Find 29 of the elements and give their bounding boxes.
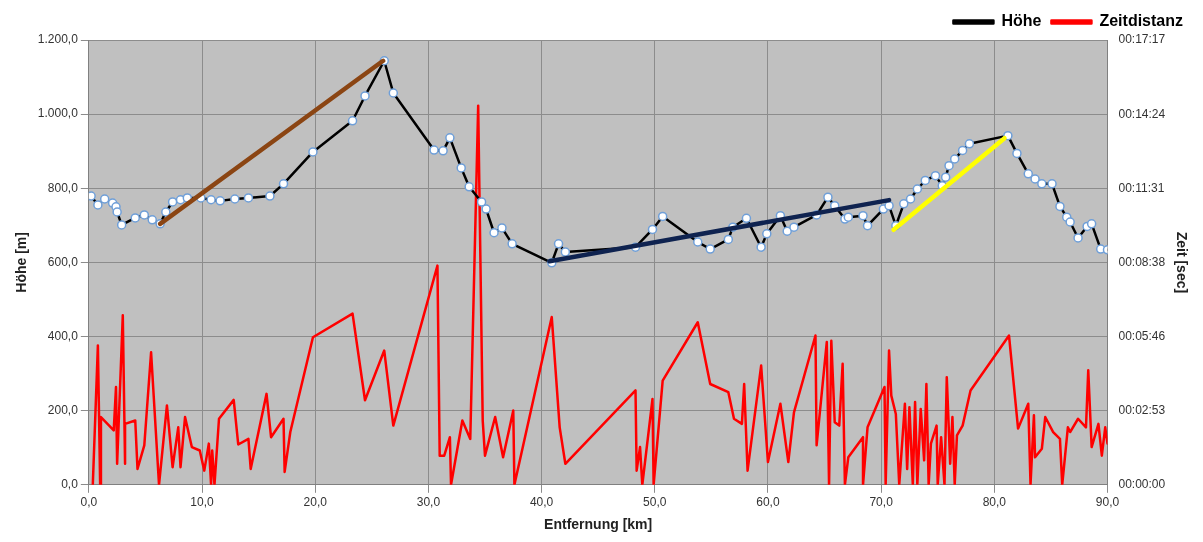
- y2-tick-label: 00:08:38: [1118, 254, 1166, 269]
- y-tick-label: 600,0: [47, 254, 79, 269]
- legend-label: Höhe: [1001, 12, 1042, 30]
- x-tick-label: 90,0: [1095, 495, 1120, 510]
- y-tick-label: 1.200,0: [37, 32, 79, 47]
- x-tick-label: 20,0: [303, 495, 328, 510]
- y-axis-title: Höhe [m]: [13, 232, 30, 293]
- x-tick-label: 70,0: [869, 495, 894, 510]
- x-tick-label: 0,0: [80, 495, 98, 510]
- y-tick-label: 200,0: [47, 402, 79, 417]
- y-tick-label: 1.000,0: [37, 106, 79, 121]
- y2-axis-title: Zeit [sec]: [1173, 231, 1190, 294]
- y2-tick-label: 00:11:31: [1118, 180, 1165, 195]
- x-axis-title: Entfernung [km]: [544, 516, 653, 533]
- y2-tick-label: 00:05:46: [1118, 328, 1166, 343]
- legend-label: Zeitdistanz: [1099, 12, 1183, 30]
- y-tick-label: 800,0: [47, 180, 79, 195]
- x-tick-label: 50,0: [643, 495, 667, 510]
- x-tick-label: 40,0: [529, 495, 554, 510]
- x-tick-label: 10,0: [190, 495, 215, 510]
- x-tick-label: 60,0: [756, 495, 780, 510]
- y-tick-label: 400,0: [47, 328, 79, 343]
- y2-tick-label: 00:02:53: [1118, 402, 1166, 417]
- y2-tick-label: 00:17:17: [1118, 32, 1166, 47]
- x-tick-label: 80,0: [982, 495, 1007, 510]
- y2-tick-label: 00:00:00: [1118, 477, 1166, 492]
- y2-tick-label: 00:14:24: [1118, 106, 1166, 121]
- y-tick-label: 0,0: [61, 477, 79, 492]
- x-tick-label: 30,0: [416, 495, 441, 510]
